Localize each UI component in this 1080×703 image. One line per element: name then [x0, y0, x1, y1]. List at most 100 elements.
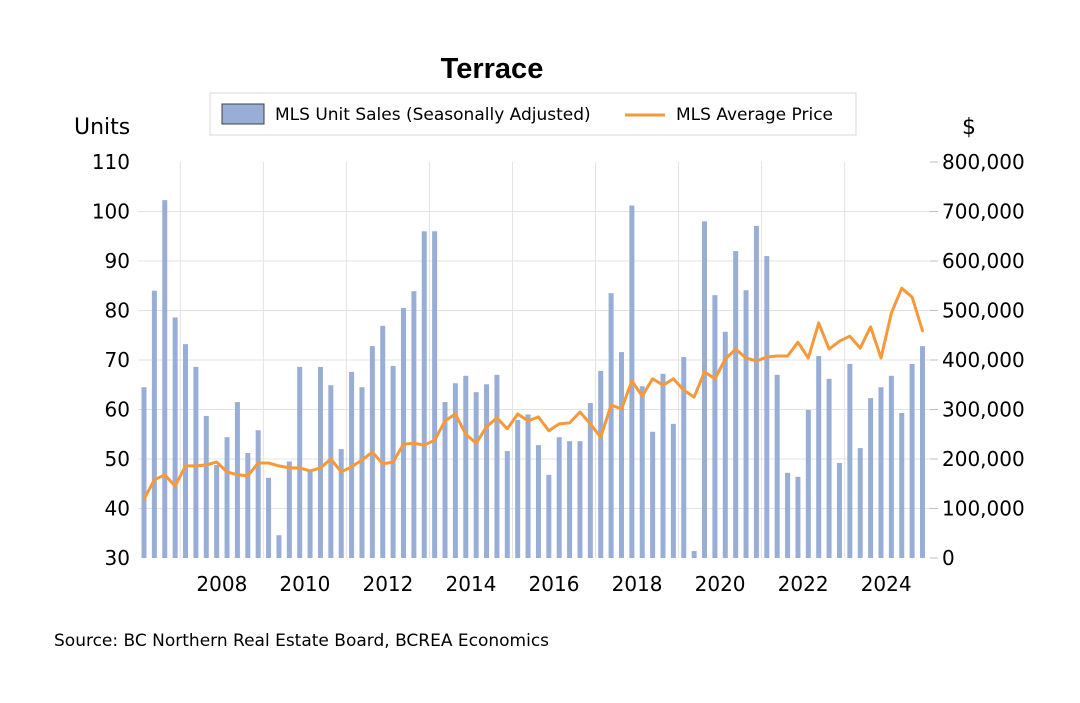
unit-sales-bar [504, 451, 510, 558]
unit-sales-bar [224, 437, 230, 558]
unit-sales-bar [577, 441, 583, 558]
left-axis-ticks: 30 40 50 60 70 80 90 100 110 [92, 150, 130, 570]
left-tick-label: 50 [105, 447, 130, 471]
x-tick-label: 2010 [279, 572, 330, 596]
unit-sales-bar [266, 477, 272, 558]
unit-sales-bar [214, 464, 220, 558]
unit-sales-bar [888, 375, 894, 558]
unit-sales-bars [141, 200, 925, 559]
unit-sales-bar [639, 386, 645, 558]
unit-sales-bar [868, 398, 874, 558]
unit-sales-bar [847, 363, 853, 558]
legend-label-average-price: MLS Average Price [676, 105, 833, 125]
legend: MLS Unit Sales (Seasonally Adjusted) MLS… [209, 92, 857, 136]
unit-sales-bar [421, 231, 427, 559]
left-tick-label: 60 [105, 398, 130, 422]
unit-sales-bar [712, 295, 718, 558]
average-price-series-line [142, 286, 924, 501]
left-tick-label: 40 [105, 497, 130, 521]
unit-sales-bar [276, 535, 282, 558]
left-tick-label: 90 [105, 249, 130, 273]
unit-sales-bar [608, 293, 614, 558]
unit-sales-bar [172, 317, 178, 558]
unit-sales-bar [681, 357, 687, 558]
unit-sales-bar [567, 441, 573, 558]
unit-sales-bar [535, 445, 541, 558]
legend-bar-swatch [221, 103, 265, 125]
unit-sales-bar [203, 415, 209, 558]
left-tick-label: 70 [105, 348, 130, 372]
unit-sales-bar [349, 371, 355, 558]
unit-sales-bar [255, 430, 261, 558]
unit-sales-bar [702, 221, 708, 558]
left-tick-label: 100 [92, 200, 130, 224]
x-tick-label: 2018 [612, 572, 663, 596]
unit-sales-bar [546, 474, 552, 558]
unit-sales-bar [920, 346, 925, 558]
unit-sales-bar [183, 344, 189, 558]
x-tick-label: 2012 [362, 572, 413, 596]
unit-sales-bar [411, 291, 417, 558]
left-tick-label: 30 [105, 546, 130, 570]
unit-sales-bar [650, 431, 656, 558]
left-axis-title: Units [74, 115, 130, 140]
right-tick-label: 200,000 [942, 447, 1025, 471]
x-tick-label: 2022 [778, 572, 829, 596]
x-tick-label: 2016 [529, 572, 580, 596]
unit-sales-bar [245, 453, 251, 558]
x-tick-label: 2014 [446, 572, 497, 596]
unit-sales-bar [525, 414, 531, 558]
unit-sales-bar [359, 387, 365, 558]
legend-box [209, 92, 857, 136]
unit-sales-bar [286, 461, 292, 558]
unit-sales-bar [774, 374, 780, 558]
right-tick-label: 400,000 [942, 348, 1025, 372]
unit-sales-bar [515, 419, 521, 558]
unit-sales-bar [432, 231, 438, 559]
left-tick-label: 110 [92, 150, 130, 174]
unit-sales-bar [234, 402, 240, 558]
vertical-gridlines [179, 162, 846, 558]
unit-sales-bar [162, 200, 168, 559]
right-tick-label: 800,000 [942, 150, 1025, 174]
right-axis-ticks: 0 100,000 200,000 300,000 400,000 500,000 600,… [930, 150, 1025, 570]
unit-sales-bar [151, 290, 157, 558]
unit-sales-bar [743, 290, 749, 558]
unit-sales-bar [670, 423, 676, 558]
unit-sales-bar [317, 366, 323, 558]
unit-sales-bar [328, 385, 334, 558]
unit-sales-bar [338, 449, 344, 558]
unit-sales-bar [618, 352, 624, 558]
source-note: Source: BC Northern Real Estate Board, B… [54, 631, 549, 651]
unit-sales-bar [826, 378, 832, 558]
unit-sales-bar [193, 366, 199, 558]
unit-sales-bar [452, 383, 458, 558]
unit-sales-bar [442, 402, 448, 558]
unit-sales-bar [380, 325, 386, 558]
unit-sales-bar [307, 470, 313, 558]
unit-sales-bar [836, 462, 842, 558]
unit-sales-bar [857, 448, 863, 558]
chart-title: Terrace [441, 53, 544, 85]
x-axis-ticks: 2008 2010 2012 2014 2016 2018 2020 2022 2024 [196, 572, 911, 596]
unit-sales-bar [484, 384, 490, 558]
legend-label-unit-sales: MLS Unit Sales (Seasonally Adjusted) [275, 105, 591, 125]
unit-sales-bar [899, 412, 905, 558]
unit-sales-bar [722, 331, 728, 558]
unit-sales-bar [297, 366, 303, 558]
unit-sales-bar [909, 363, 915, 558]
unit-sales-bar [598, 370, 604, 558]
x-tick-label: 2008 [196, 572, 247, 596]
unit-sales-bar [785, 472, 791, 558]
unit-sales-bar [494, 374, 500, 558]
unit-sales-bar [587, 403, 593, 558]
x-tick-label: 2024 [861, 572, 912, 596]
unit-sales-bar [473, 392, 479, 558]
right-tick-label: 100,000 [942, 497, 1025, 521]
right-tick-label: 0 [942, 546, 955, 570]
unit-sales-bar [753, 225, 759, 559]
unit-sales-bar [733, 251, 739, 558]
right-tick-label: 700,000 [942, 200, 1025, 224]
unit-sales-bar [463, 375, 469, 558]
